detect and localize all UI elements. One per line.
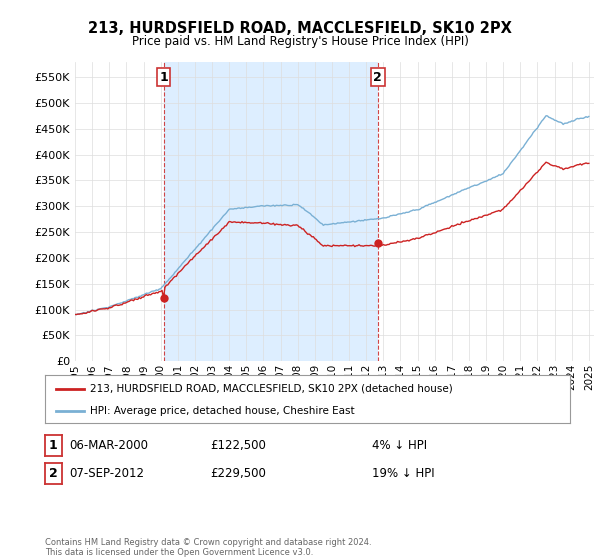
Text: 06-MAR-2000: 06-MAR-2000 xyxy=(69,439,148,452)
Text: Contains HM Land Registry data © Crown copyright and database right 2024.
This d: Contains HM Land Registry data © Crown c… xyxy=(45,538,371,557)
Text: 1: 1 xyxy=(49,439,58,452)
Text: 213, HURDSFIELD ROAD, MACCLESFIELD, SK10 2PX: 213, HURDSFIELD ROAD, MACCLESFIELD, SK10… xyxy=(88,21,512,36)
Text: HPI: Average price, detached house, Cheshire East: HPI: Average price, detached house, Ches… xyxy=(89,406,354,416)
Text: 2: 2 xyxy=(373,71,382,83)
Text: 1: 1 xyxy=(159,71,168,83)
Text: 213, HURDSFIELD ROAD, MACCLESFIELD, SK10 2PX (detached house): 213, HURDSFIELD ROAD, MACCLESFIELD, SK10… xyxy=(89,384,452,394)
Text: Price paid vs. HM Land Registry's House Price Index (HPI): Price paid vs. HM Land Registry's House … xyxy=(131,35,469,48)
Text: 2: 2 xyxy=(49,467,58,480)
Text: £229,500: £229,500 xyxy=(210,467,266,480)
Bar xyxy=(164,62,377,361)
Text: 4% ↓ HPI: 4% ↓ HPI xyxy=(372,439,427,452)
Text: £122,500: £122,500 xyxy=(210,439,266,452)
Text: 19% ↓ HPI: 19% ↓ HPI xyxy=(372,467,434,480)
Text: 07-SEP-2012: 07-SEP-2012 xyxy=(69,467,144,480)
